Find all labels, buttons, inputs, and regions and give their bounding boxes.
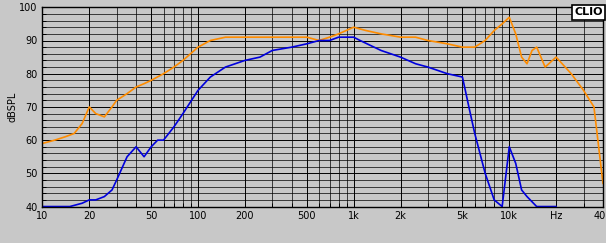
Y-axis label: dBSPL: dBSPL <box>8 92 18 122</box>
Text: CLIO: CLIO <box>574 7 603 17</box>
